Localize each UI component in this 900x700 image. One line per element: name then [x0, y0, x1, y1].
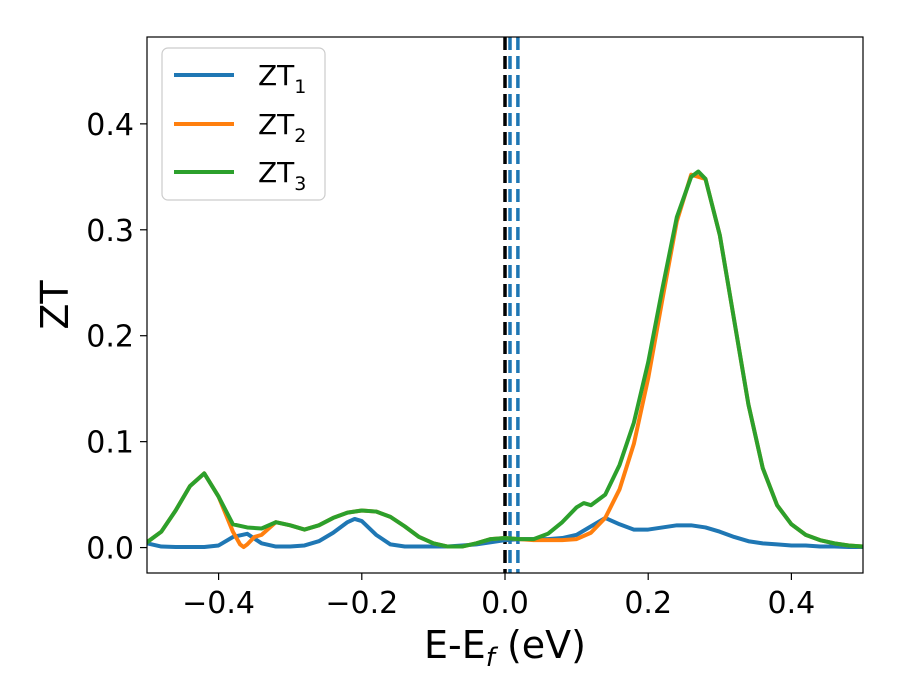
- y-tick-label: 0.3: [86, 214, 134, 249]
- legend-label-zt2: ZT2: [258, 108, 306, 147]
- vertical-reference-lines: [503, 37, 520, 573]
- series-line-zt3: [147, 169, 863, 549]
- y-axis-title: ZT: [33, 280, 77, 330]
- legend-label-zt3: ZT3: [258, 156, 306, 195]
- legend-box: [161, 47, 326, 201]
- y-tick-label: 0.1: [86, 426, 134, 461]
- x-tick-label: 0.0: [481, 586, 529, 621]
- y-tick-label: 0.4: [86, 108, 134, 143]
- legend-label-zt1: ZT1: [258, 59, 306, 98]
- x-tick-label: −0.2: [325, 586, 398, 621]
- x-axis-ticks: −0.4 −0.2 0.0 0.2 0.4: [182, 573, 815, 621]
- y-tick-label: 0.0: [86, 532, 134, 567]
- series-line-zt1: [147, 515, 863, 550]
- y-axis-ticks: 0.0 0.1 0.2 0.3 0.4: [86, 108, 147, 567]
- legend: ZT1 ZT2 ZT3: [161, 47, 326, 201]
- x-tick-label: 0.4: [768, 586, 816, 621]
- x-tick-label: 0.2: [624, 586, 672, 621]
- y-tick-label: 0.2: [86, 320, 134, 355]
- x-tick-label: −0.4: [182, 586, 255, 621]
- x-axis-title-unit: (eV): [495, 623, 586, 667]
- series-lines: [147, 169, 863, 550]
- x-axis-title: E-Ef (eV): [424, 623, 586, 673]
